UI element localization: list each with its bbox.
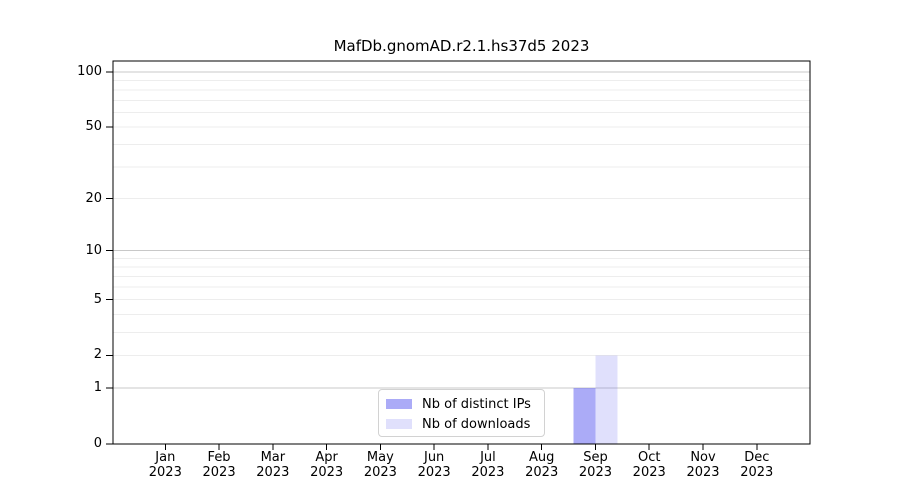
y-tick-label-1: 1: [93, 380, 102, 396]
y-tick-label-100: 100: [77, 64, 102, 79]
x-tick-label-apr: Apr 2023: [310, 450, 344, 480]
legend-label-distinct-ips: Nb of distinct IPs: [422, 396, 531, 412]
legend-swatch-distinct-ips: [386, 399, 412, 409]
x-tick-label-oct: Oct 2023: [632, 450, 666, 480]
legend-swatch-downloads: [386, 419, 412, 429]
y-tick-label-5: 5: [93, 291, 102, 307]
legend-item-downloads: Nb of downloads: [379, 414, 544, 434]
bar-sep-downloads: [595, 355, 618, 444]
x-tick-label-jul: Jul 2023: [471, 450, 505, 480]
axes-spines: [112, 60, 811, 445]
legend-label-downloads: Nb of downloads: [422, 416, 531, 432]
x-tick-label-mar: Mar 2023: [256, 450, 290, 480]
x-tick-label-jan: Jan 2023: [148, 450, 182, 480]
bar-sep-distinct-ips: [573, 388, 596, 444]
x-tick-label-jun: Jun 2023: [417, 450, 451, 480]
x-tick-label-feb: Feb 2023: [202, 450, 236, 480]
x-tick-label-may: May 2023: [363, 450, 397, 480]
legend-item-distinct-ips: Nb of distinct IPs: [379, 394, 544, 414]
x-tick-label-nov: Nov 2023: [686, 450, 720, 480]
y-tick-label-2: 2: [93, 347, 102, 363]
y-tick-label-0: 0: [93, 436, 102, 451]
x-tick-label-aug: Aug 2023: [525, 450, 559, 480]
y-tick-label-50: 50: [85, 119, 102, 135]
chart-title: MafDb.gnomAD.r2.1.hs37d5 2023: [333, 37, 590, 55]
y-tick-label-20: 20: [85, 190, 102, 206]
legend: Nb of distinct IPs Nb of downloads: [378, 389, 545, 437]
x-tick-label-dec: Dec 2023: [740, 450, 774, 480]
y-tick-label-10: 10: [85, 242, 102, 258]
x-tick-label-sep: Sep 2023: [578, 450, 612, 480]
